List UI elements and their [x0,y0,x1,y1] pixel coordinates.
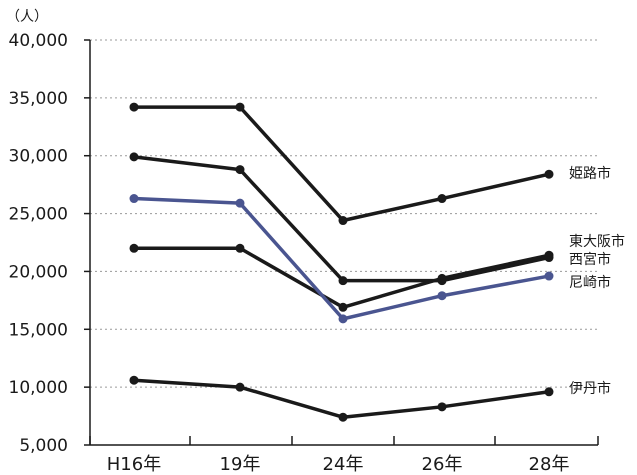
x-tick-label: 28年 [529,454,570,475]
x-tick-label: 19年 [220,454,261,475]
data-point [129,243,139,253]
y-tick-label: 5,000 [19,436,68,456]
series-label: 姫路市 [569,165,611,182]
data-point [544,387,554,397]
data-point [544,271,554,281]
y-tick-labels: 40,000 35,000 30,000 25,000 20,000 15,000 10,0… [9,31,68,456]
x-tick-label: 26年 [422,454,463,475]
data-point [544,169,554,179]
data-point [338,314,348,324]
y-tick-label: 15,000 [9,320,68,340]
y-tick-label: 35,000 [9,89,68,109]
data-point [338,216,348,226]
data-point [129,375,139,385]
data-point [235,102,245,112]
data-point [544,253,554,263]
data-point [235,165,245,175]
data-point [235,198,245,208]
grid-lines [90,39,598,388]
y-tick-label: 30,000 [9,147,68,167]
data-point [235,243,245,253]
data-point [338,276,348,286]
series-label: 尼崎市 [569,274,611,291]
data-point [235,382,245,392]
series-lines [129,102,554,422]
data-point [437,276,447,286]
x-tick-label: H16年 [107,454,161,475]
data-point [338,412,348,422]
series-label: 東大阪市 [569,233,625,250]
data-point [437,194,447,204]
y-tick-label: 10,000 [9,378,68,398]
y-tick-label: 20,000 [9,262,68,282]
x-tick-labels: H16年 19年 24年 26年 28年 [107,454,570,475]
data-point [437,291,447,301]
y-unit-label: （人） [6,9,48,25]
data-point [437,402,447,412]
x-tick-label: 24年 [323,454,364,475]
series-label: 西宮市 [569,251,611,268]
data-point [129,152,139,162]
data-point [129,194,139,204]
data-point [129,102,139,112]
data-point [338,302,348,312]
series-label: 伊丹市 [569,380,611,397]
axes [84,39,599,446]
y-tick-label: 25,000 [9,205,68,225]
y-tick-label: 40,000 [9,31,68,51]
series-line [133,378,550,419]
